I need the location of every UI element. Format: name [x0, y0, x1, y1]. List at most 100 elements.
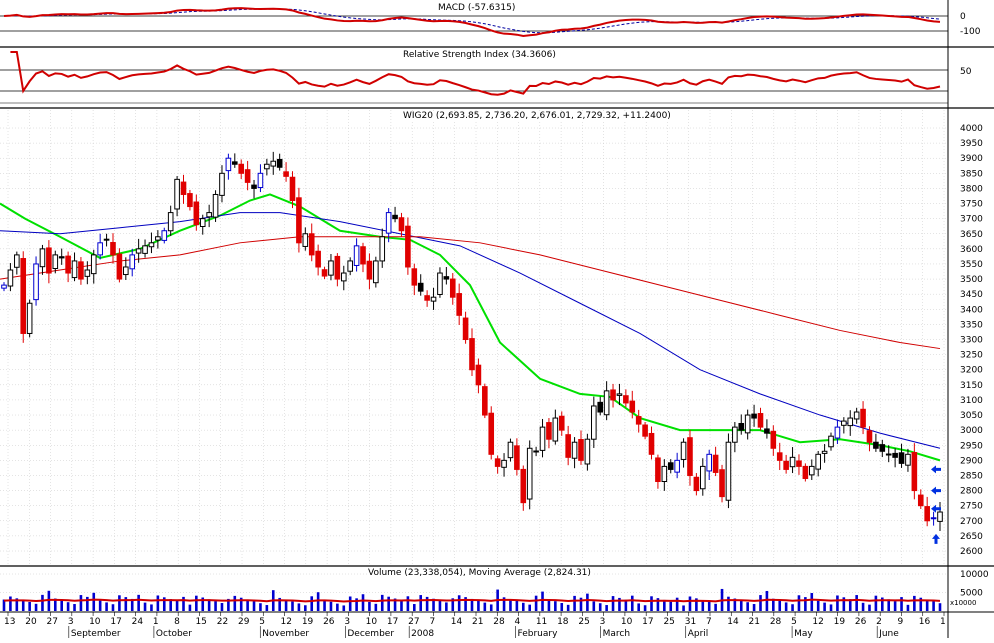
candle-body	[719, 469, 725, 498]
candlestick	[7, 263, 14, 292]
day-tick-label: 4	[515, 617, 521, 627]
candle-body	[142, 245, 148, 254]
candlestick	[533, 446, 539, 457]
candlestick	[379, 228, 386, 268]
candle-body	[866, 430, 873, 443]
volume-bar	[105, 602, 108, 611]
candlestick	[123, 257, 129, 280]
candle-body	[379, 236, 386, 262]
volume-bar	[752, 604, 756, 611]
volume-bar	[521, 602, 525, 611]
volume-bar	[675, 597, 679, 611]
candle-body	[225, 157, 232, 172]
candle-body	[231, 161, 238, 165]
month-label: May	[794, 629, 813, 638]
volume-label: Volume (23,338,054), Moving Average (2,8…	[367, 568, 592, 578]
rsi-label: Relative Strength Index (34.3606)	[402, 50, 557, 60]
day-tick-label: 26	[855, 617, 867, 627]
candle-body	[648, 432, 655, 455]
volume-bar	[284, 599, 288, 611]
candle-body	[103, 238, 110, 241]
volume-bar	[47, 590, 51, 611]
candlestick	[405, 217, 411, 275]
volume-bar	[701, 600, 705, 611]
price-tick-label: 3750	[960, 200, 983, 210]
volume-bar	[220, 603, 224, 611]
candle-body	[276, 158, 283, 168]
candle-body	[584, 438, 591, 465]
candle-body	[488, 412, 495, 455]
candle-body	[398, 217, 405, 232]
volume-bar	[707, 601, 711, 611]
candlestick	[501, 453, 507, 477]
price-tick-label: 3100	[960, 396, 983, 406]
candle-body	[501, 459, 507, 468]
candle-body	[123, 266, 129, 276]
price-tick-label: 3700	[960, 215, 983, 225]
month-label: March	[603, 629, 630, 638]
volume-bar	[432, 598, 435, 611]
candlestick	[808, 459, 815, 480]
candlestick	[494, 455, 501, 474]
candlestick	[770, 425, 777, 456]
candlestick	[789, 447, 796, 474]
volume-bar	[457, 595, 461, 611]
price-tick-label: 2650	[960, 532, 983, 542]
volume-bar	[278, 597, 281, 611]
candlestick	[930, 511, 937, 526]
volume-bar	[938, 603, 942, 611]
volume-bar	[336, 603, 339, 611]
volume-bar	[515, 600, 519, 611]
candlestick	[475, 358, 482, 394]
candle-body	[238, 163, 245, 174]
candlestick	[353, 238, 360, 272]
candle-body	[161, 230, 168, 241]
candlestick	[821, 444, 828, 463]
candle-body	[270, 160, 277, 167]
candle-body	[757, 413, 764, 428]
candle-body	[635, 416, 642, 425]
month-label: October	[156, 629, 192, 638]
candlestick	[514, 438, 520, 476]
price-label: WIG20 (2,693.85, 2,736.20, 2,676.01, 2,7…	[402, 111, 672, 121]
day-tick-label: 27	[47, 617, 58, 627]
day-tick-label: 10	[366, 617, 378, 627]
volume-bar	[650, 596, 653, 611]
candlestick	[39, 244, 46, 275]
candle-body	[776, 452, 783, 461]
candle-body	[110, 242, 116, 256]
candle-body	[443, 276, 450, 280]
candle-body	[796, 460, 802, 467]
candlestick	[738, 414, 745, 435]
candlestick	[796, 454, 802, 475]
candlestick	[315, 244, 321, 276]
candle-body	[219, 172, 225, 196]
candle-body	[71, 260, 78, 279]
day-tick-label: 7	[429, 617, 435, 627]
day-tick-label: 25	[578, 617, 589, 627]
candlestick	[462, 311, 469, 344]
macd-tick-label: -100	[960, 27, 981, 37]
candlestick	[437, 267, 443, 298]
candlestick	[603, 381, 610, 421]
candlestick	[879, 439, 886, 458]
candlestick	[706, 449, 713, 480]
candlestick	[655, 454, 661, 489]
candlestick	[26, 299, 33, 338]
candlestick	[680, 438, 687, 468]
candle-body	[860, 408, 866, 428]
volume-bar	[714, 603, 717, 611]
candlestick	[116, 248, 123, 283]
candle-body	[180, 181, 187, 195]
rsi-tick-label: 50	[960, 67, 972, 77]
price-tick-label: 3950	[960, 139, 983, 149]
candle-body	[732, 426, 738, 443]
candle-body	[193, 201, 200, 226]
day-tick-label: 20	[25, 617, 37, 627]
candlestick	[167, 205, 174, 236]
month-label: 2008	[411, 629, 434, 638]
candlestick	[206, 204, 212, 228]
volume-bar	[169, 599, 172, 611]
candle-body	[661, 465, 668, 483]
volume-bar	[21, 600, 25, 611]
